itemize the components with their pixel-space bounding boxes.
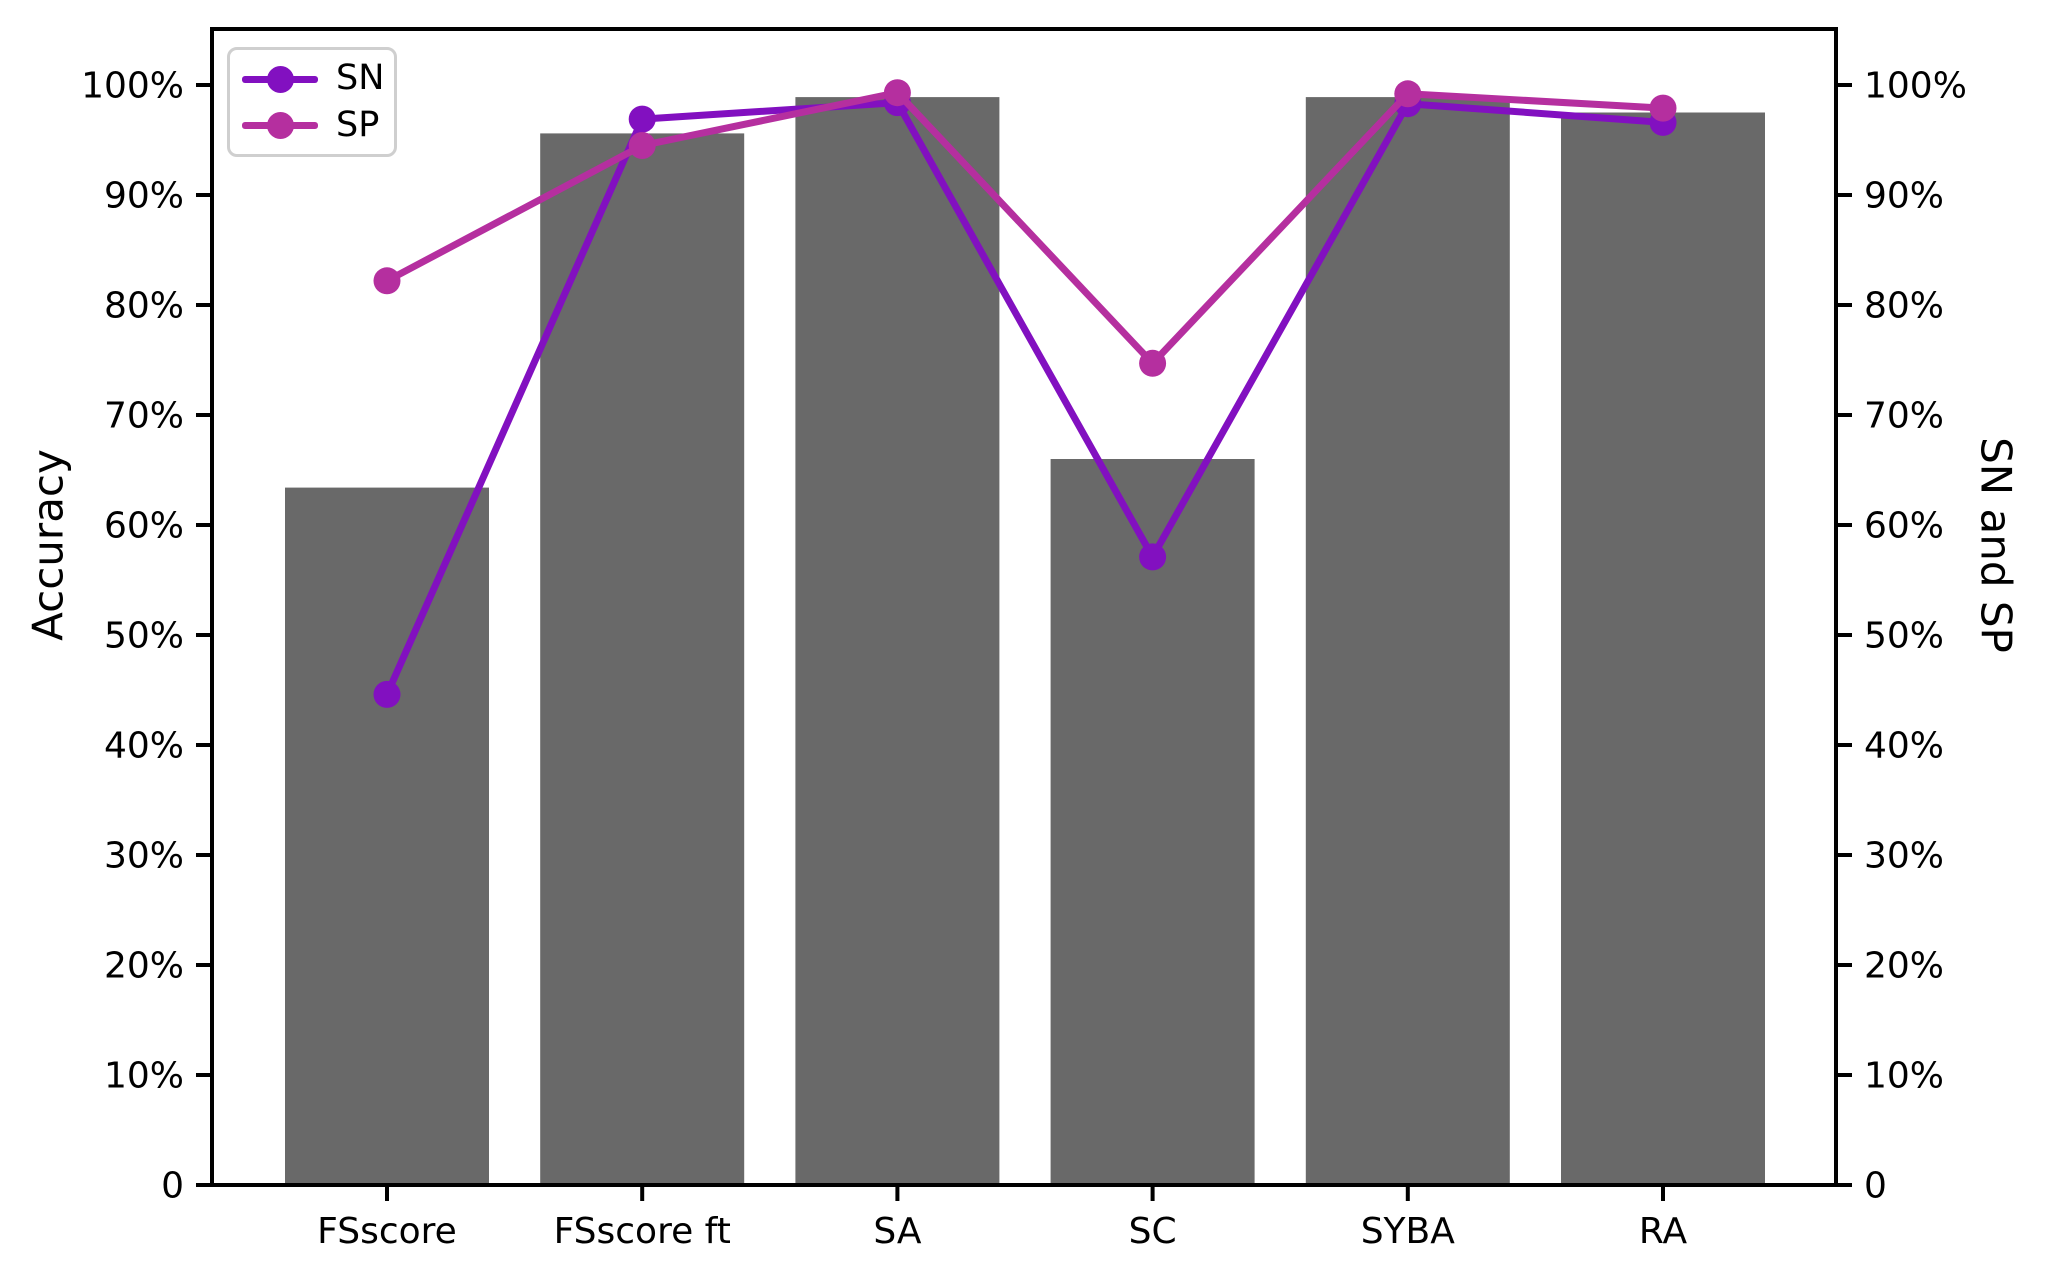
y-axis-label-right: SN and SP	[1971, 437, 2021, 653]
left-tick-label-60: 60%	[104, 506, 184, 547]
sn-line-swatch-icon	[242, 65, 318, 93]
x-tick-label-fsscore-ft: FSscore ft	[554, 1211, 731, 1252]
y-axis-label-left: Accuracy	[23, 449, 73, 641]
plot-border	[210, 27, 1838, 1187]
x-tick-label-fsscore: FSscore	[317, 1211, 457, 1252]
left-tick-label-30: 30%	[104, 836, 184, 877]
legend: SN SP	[227, 47, 397, 157]
marker-sn-sc	[1139, 543, 1167, 571]
bar-fsscore	[285, 487, 489, 1186]
marker-sp-sc	[1139, 349, 1167, 377]
legend-label-sn: SN	[336, 58, 385, 99]
legend-label-sp: SP	[336, 104, 380, 145]
legend-entry-sp: SP	[242, 104, 394, 145]
left-tick-label-70: 70%	[104, 396, 184, 437]
line-sp	[383, 89, 1667, 367]
x-tick-label-ra: RA	[1639, 1211, 1688, 1252]
legend-entry-sn: SN	[242, 61, 394, 96]
right-tick-label-10: 10%	[1864, 1056, 1944, 1097]
bar-sa	[795, 97, 1000, 1186]
left-tick-label-40: 40%	[104, 726, 184, 767]
marker-sp-sa	[883, 79, 911, 107]
sp-line-swatch-icon	[242, 111, 318, 140]
x-tick-label-sa: SA	[873, 1211, 922, 1252]
left-tick-label-10: 10%	[104, 1056, 184, 1097]
bar-fsscore-ft	[540, 133, 745, 1185]
left-tick-label-20: 20%	[104, 946, 184, 987]
marker-sp-syba	[1394, 80, 1422, 108]
right-tick-label-0: 0	[1864, 1166, 1887, 1207]
marker-sp-ra	[1649, 94, 1677, 122]
right-tick-label-20: 20%	[1864, 946, 1944, 987]
x-tick-label-sc: SC	[1129, 1211, 1177, 1252]
right-tick-label-40: 40%	[1864, 726, 1944, 767]
bar-ra	[1561, 112, 1765, 1185]
left-tick-label-100: 100%	[81, 66, 184, 107]
bar-sc	[1050, 459, 1255, 1185]
left-tick-label-80: 80%	[104, 286, 184, 327]
marker-sp-fsscore	[373, 267, 401, 295]
marker-sp-fsscore-ft	[628, 132, 656, 159]
marker-sn-fsscore	[373, 680, 401, 708]
right-tick-label-30: 30%	[1864, 836, 1944, 877]
marker-sn-fsscore-ft	[628, 105, 656, 133]
right-tick-label-100: 100%	[1864, 66, 1967, 107]
right-tick-label-60: 60%	[1864, 506, 1944, 547]
x-tick-label-syba: SYBA	[1361, 1211, 1456, 1252]
right-tick-label-80: 80%	[1864, 286, 1944, 327]
left-tick-label-90: 90%	[104, 176, 184, 217]
left-tick-label-0: 0	[161, 1166, 184, 1207]
bar-syba	[1305, 97, 1510, 1186]
right-tick-label-90: 90%	[1864, 176, 1944, 217]
line-sn	[383, 99, 1667, 698]
right-tick-label-50: 50%	[1864, 616, 1944, 657]
right-tick-label-70: 70%	[1864, 396, 1944, 437]
left-tick-label-50: 50%	[104, 616, 184, 657]
